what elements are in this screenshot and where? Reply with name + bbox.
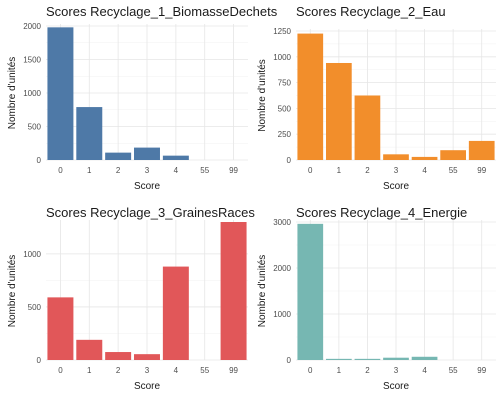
chart-panel-1: 0 500 1000 1500 2000 0 1 2 3 4 55 99 Score Nombre d'u… (7, 4, 278, 192)
bar-1 (326, 358, 352, 360)
bar-1 (76, 107, 103, 160)
x-tick-label: 4 (174, 166, 179, 175)
y-tick-label: 250 (278, 130, 292, 139)
y-tick-label: 3000 (273, 218, 291, 227)
bar-3 (134, 354, 160, 360)
bar-1 (76, 339, 103, 360)
y-tick-label: 500 (28, 123, 42, 132)
chart-panel-2: 0 250 500 750 1000 1250 0 1 2 3 4 55 99 Score Nombre d… (257, 4, 496, 192)
x-tick-label: 1 (87, 366, 92, 375)
bar-3 (134, 147, 160, 160)
y-tick-label: 1250 (273, 27, 291, 36)
bar-1 (326, 62, 352, 160)
x-tick-label: 1 (337, 166, 342, 175)
bar-3 (383, 154, 409, 160)
y-tick-label: 2000 (23, 22, 41, 31)
y-tick-label: 500 (278, 104, 292, 113)
x-tick-label: 1 (337, 366, 342, 375)
x-tick-label: 2 (365, 166, 370, 175)
bar-4 (162, 266, 189, 360)
x-tick-label: 0 (308, 166, 313, 175)
chart-title: Scores Recyclage_3_GrainesRaces (46, 205, 255, 220)
chart-title: Scores Recyclage_2_Eau (296, 4, 446, 19)
y-tick-label: 750 (278, 79, 292, 88)
bar-2 (105, 152, 132, 160)
bar-99 (220, 222, 247, 360)
bar-3 (383, 357, 409, 360)
chart-panel-3: 0 500 1000 0 1 2 3 4 55 99 Score Nombre d'unités Sco… (7, 205, 255, 392)
x-tick-label: 0 (58, 366, 63, 375)
y-axis-label: Nombre d'unités (257, 59, 268, 132)
y-tick-label: 0 (287, 156, 292, 165)
x-tick-label: 3 (394, 166, 399, 175)
bar-0 (297, 33, 324, 160)
x-axis-label: Score (383, 181, 410, 192)
x-axis-label: Score (383, 381, 410, 392)
x-tick-label: 4 (422, 366, 427, 375)
x-tick-label: 55 (449, 166, 458, 175)
y-tick-label: 1500 (23, 56, 41, 65)
bar-4 (411, 156, 438, 160)
y-axis-label: Nombre d'unités (7, 255, 18, 328)
x-axis-label: Score (134, 381, 161, 392)
bar-4 (411, 356, 438, 360)
x-tick-label: 2 (116, 166, 121, 175)
x-tick-label: 4 (174, 366, 179, 375)
x-axis-label: Score (134, 181, 161, 192)
bar-0 (47, 27, 74, 161)
y-tick-label: 0 (37, 356, 42, 365)
chart-title: Scores Recyclage_4_Energie (296, 205, 467, 220)
x-tick-label: 0 (58, 166, 63, 175)
y-tick-label: 1000 (23, 250, 41, 259)
y-tick-label: 1000 (273, 310, 291, 319)
x-tick-label: 99 (229, 366, 238, 375)
x-tick-label: 4 (422, 166, 427, 175)
bar-2 (105, 352, 132, 360)
x-tick-label: 2 (365, 366, 370, 375)
y-tick-label: 2000 (273, 264, 291, 273)
x-tick-label: 3 (145, 166, 150, 175)
x-tick-label: 99 (229, 166, 238, 175)
y-tick-label: 0 (37, 156, 42, 165)
bar-0 (47, 297, 74, 360)
x-tick-label: 55 (200, 366, 209, 375)
x-tick-label: 1 (87, 166, 92, 175)
bar-0 (297, 223, 324, 360)
x-tick-label: 99 (477, 166, 486, 175)
bar-2 (354, 358, 381, 360)
x-tick-label: 0 (308, 366, 313, 375)
x-tick-label: 3 (394, 366, 399, 375)
x-tick-label: 55 (449, 366, 458, 375)
x-tick-label: 99 (477, 366, 486, 375)
bar-99 (468, 140, 495, 160)
x-tick-label: 3 (145, 366, 150, 375)
y-axis-label: Nombre d'unités (7, 57, 18, 130)
chart-title: Scores Recyclage_1_BiomasseDechets (46, 4, 278, 19)
y-tick-label: 1000 (273, 53, 291, 62)
y-tick-label: 0 (287, 356, 292, 365)
bar-4 (162, 155, 189, 160)
bar-55 (440, 150, 466, 160)
chart-panel-4: 0 1000 2000 3000 0 1 2 3 4 55 99 Score Nombre d'unit… (257, 205, 496, 392)
bar-2 (354, 95, 381, 160)
y-axis-label: Nombre d'unités (257, 255, 268, 328)
y-tick-label: 500 (28, 303, 42, 312)
x-tick-label: 55 (200, 166, 209, 175)
y-tick-label: 1000 (23, 89, 41, 98)
x-tick-label: 2 (116, 366, 121, 375)
